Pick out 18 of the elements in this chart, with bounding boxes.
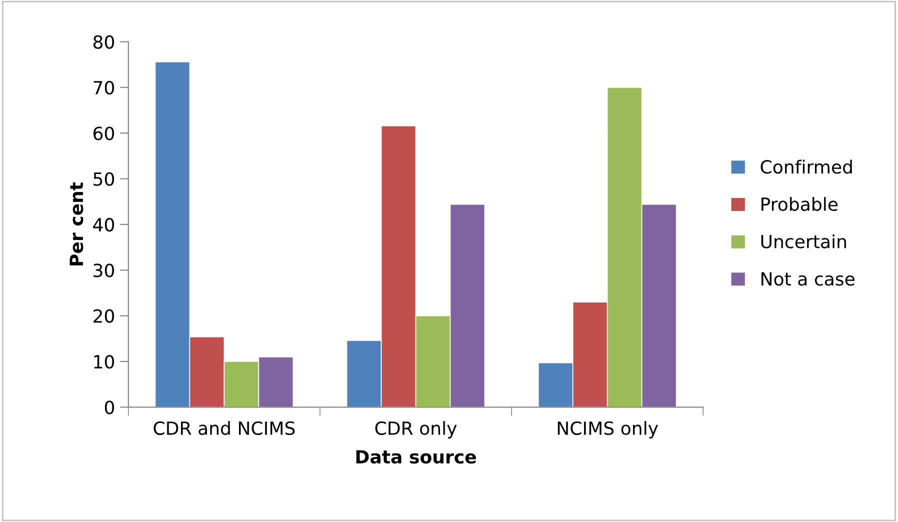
y-tick-label: 20 <box>94 309 114 323</box>
y-axis-title: Per cent <box>70 182 84 266</box>
x-tick-label: CDR only <box>375 421 457 439</box>
legend-label: Not a case <box>762 272 854 286</box>
y-tick-label: 30 <box>94 264 114 278</box>
x-tick-label: CDR and NCIMS <box>154 421 295 436</box>
y-tick-label: 10 <box>94 354 114 369</box>
y-tick-label: 40 <box>93 218 114 232</box>
y-tick-label: 60 <box>94 126 114 140</box>
y-tick-label: 80 <box>93 35 114 49</box>
x-tick-label: NCIMS only <box>558 421 658 439</box>
x-axis-title: Data source <box>356 450 476 464</box>
legend-label: Uncertain <box>761 234 846 248</box>
y-tick-label: 70 <box>94 80 114 95</box>
y-tick-label: 0 <box>104 400 114 414</box>
y-tick-label: 50 <box>94 172 114 186</box>
legend-label: Confirmed <box>760 160 852 174</box>
legend-label: Probable <box>762 197 838 212</box>
